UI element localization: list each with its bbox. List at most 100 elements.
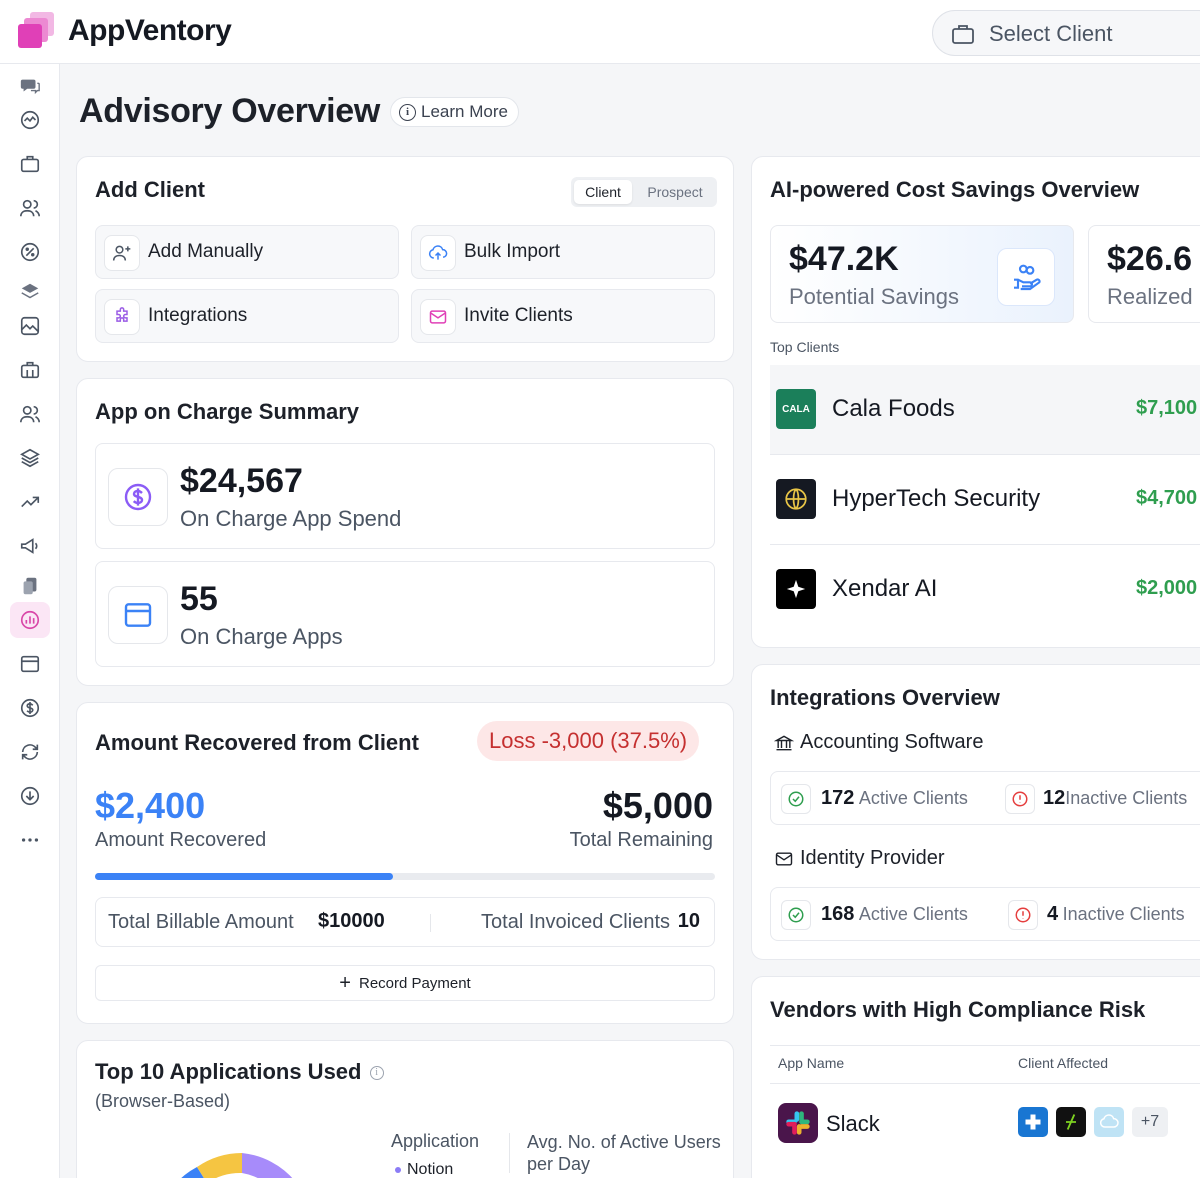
total-remaining-label: Total Remaining	[569, 829, 713, 851]
chat-icon[interactable]	[18, 74, 42, 98]
refresh-icon[interactable]	[18, 740, 42, 764]
green-brand-logo	[1056, 1107, 1086, 1137]
xendar-logo	[776, 569, 816, 609]
legend-item-notion-label: Notion	[407, 1161, 454, 1178]
column-application: Application	[391, 1131, 480, 1151]
client-savings-amount: $2,000	[1136, 577, 1198, 599]
download-icon[interactable]	[18, 784, 42, 808]
total-remaining-value: $5,000	[602, 785, 713, 826]
record-payment-label: Record Payment	[358, 974, 471, 992]
select-client-button[interactable]: Select Client	[932, 10, 1200, 56]
accounting-software-stats: 172 Active Clients 12Inactive Clients	[770, 771, 1200, 825]
megaphone-icon[interactable]	[18, 534, 42, 558]
trending-up-icon[interactable]	[18, 490, 42, 514]
team-icon[interactable]	[18, 402, 42, 426]
window-icon[interactable]	[18, 652, 42, 676]
realized-savings-label: Realized	[1107, 284, 1193, 309]
record-payment-button[interactable]: + Record Payment	[95, 965, 715, 1001]
toggle-client[interactable]: Client	[574, 180, 632, 204]
toggle-prospect[interactable]: Prospect	[647, 184, 703, 200]
top-applications-subtitle: (Browser-Based)	[95, 1091, 231, 1111]
amount-recovered-value: $2,400	[95, 785, 206, 826]
learn-more-label: Learn More	[421, 102, 508, 121]
client-row[interactable]: HyperTech Security $4,700	[770, 455, 1200, 545]
more-icon[interactable]	[18, 828, 42, 852]
check-circle-icon	[781, 784, 811, 814]
recovery-progress-bar	[95, 873, 715, 880]
inactive-clients-stat[interactable]: 4 Inactive Clients	[1047, 903, 1185, 925]
info-icon: i	[399, 103, 416, 121]
ai-savings-title: AI-powered Cost Savings Overview	[770, 177, 1140, 202]
alert-circle-icon	[1005, 784, 1035, 814]
briefcase-icon[interactable]	[18, 152, 42, 176]
image-icon[interactable]	[18, 314, 42, 338]
potential-savings-card: $47.2K Potential Savings	[770, 225, 1074, 323]
amount-recovered-card: Amount Recovered from Client Loss -3,000…	[76, 702, 734, 1024]
realized-savings-value: $26.6	[1107, 240, 1193, 278]
select-client-label: Select Client	[989, 21, 1113, 46]
billable-label: Total Billable Amount	[108, 911, 294, 933]
users-icon[interactable]	[18, 196, 42, 220]
vendor-app-name: Slack	[826, 1111, 880, 1136]
app-name: AppVentory	[68, 14, 232, 47]
medical-cross-logo	[1018, 1107, 1048, 1137]
accounting-software-heading: Accounting Software	[774, 731, 983, 754]
dollar-icon[interactable]	[18, 696, 42, 720]
building-icon[interactable]	[18, 358, 42, 382]
hand-coins-icon	[997, 248, 1055, 306]
column-app-name: App Name	[778, 1055, 845, 1071]
divider	[770, 1045, 1200, 1046]
identity-provider-label: Identity Provider	[800, 847, 945, 869]
on-charge-apps-box: 55 On Charge Apps	[95, 561, 715, 667]
client-row[interactable]: CALA Cala Foods $7,100	[770, 365, 1200, 455]
donut-segment-purple	[242, 1153, 293, 1178]
on-charge-spend-label: On Charge App Spend	[180, 506, 402, 531]
add-manually-button[interactable]: Add Manually	[95, 225, 399, 279]
charge-summary-card: App on Charge Summary $24,567 On Charge …	[76, 378, 734, 686]
layers-icon[interactable]	[18, 446, 42, 470]
top-applications-title: Top 10 Applications Used i	[95, 1059, 384, 1085]
analytics-icon[interactable]	[18, 608, 42, 632]
add-client-card: Add Client Client Prospect Add Manually …	[76, 156, 734, 362]
stack-filled-icon[interactable]	[18, 280, 42, 304]
client-name: Cala Foods	[832, 395, 955, 422]
mail-icon	[420, 299, 456, 335]
dollar-circle-icon	[108, 468, 168, 526]
active-clients-stat[interactable]: 168 Active Clients	[821, 903, 968, 925]
top-bar: AppVentory Select Client	[0, 0, 1200, 64]
info-icon[interactable]: i	[369, 1066, 384, 1081]
cloud-logo	[1094, 1107, 1124, 1137]
integrations-overview-card: Integrations Overview Accounting Softwar…	[751, 664, 1200, 960]
recovery-progress-fill	[95, 873, 393, 880]
top-applications-title-text: Top 10 Applications Used	[95, 1059, 362, 1084]
integrations-overview-title: Integrations Overview	[770, 685, 1000, 710]
mail-icon	[775, 851, 793, 866]
active-clients-stat[interactable]: 172 Active Clients	[821, 787, 968, 809]
inactive-clients-stat[interactable]: 12Inactive Clients	[1043, 787, 1188, 809]
sidebar	[0, 64, 60, 1178]
top-clients-label: Top Clients	[770, 339, 840, 355]
column-client-affected: Client Affected	[1018, 1055, 1109, 1071]
invoiced-value: 10	[677, 910, 700, 932]
identity-provider-stats: 168 Active Clients 4 Inactive Clients	[770, 887, 1200, 941]
integrations-button[interactable]: Integrations	[95, 289, 399, 343]
charge-summary-title: App on Charge Summary	[95, 399, 360, 424]
realized-savings-card: $26.6 Realized	[1088, 225, 1200, 323]
learn-more-button[interactable]: i Learn More	[390, 97, 519, 127]
donut-segment-yellow	[197, 1153, 242, 1178]
alert-circle-icon	[1008, 900, 1038, 930]
on-charge-spend-box: $24,567 On Charge App Spend	[95, 443, 715, 549]
client-row[interactable]: Xendar AI $2,000	[770, 545, 1200, 635]
briefcase-icon	[951, 23, 975, 45]
app-logo[interactable]	[16, 12, 58, 54]
on-charge-spend-value: $24,567	[180, 462, 303, 500]
copy-filled-icon[interactable]	[18, 574, 42, 598]
invite-clients-button[interactable]: Invite Clients	[411, 289, 715, 343]
percent-icon[interactable]	[18, 240, 42, 264]
app-window-icon	[108, 586, 168, 644]
more-clients-badge[interactable]: +7	[1132, 1107, 1168, 1137]
divider	[430, 914, 431, 932]
activity-icon[interactable]	[18, 108, 42, 132]
bulk-import-button[interactable]: Bulk Import	[411, 225, 715, 279]
cloud-upload-icon	[420, 235, 456, 271]
